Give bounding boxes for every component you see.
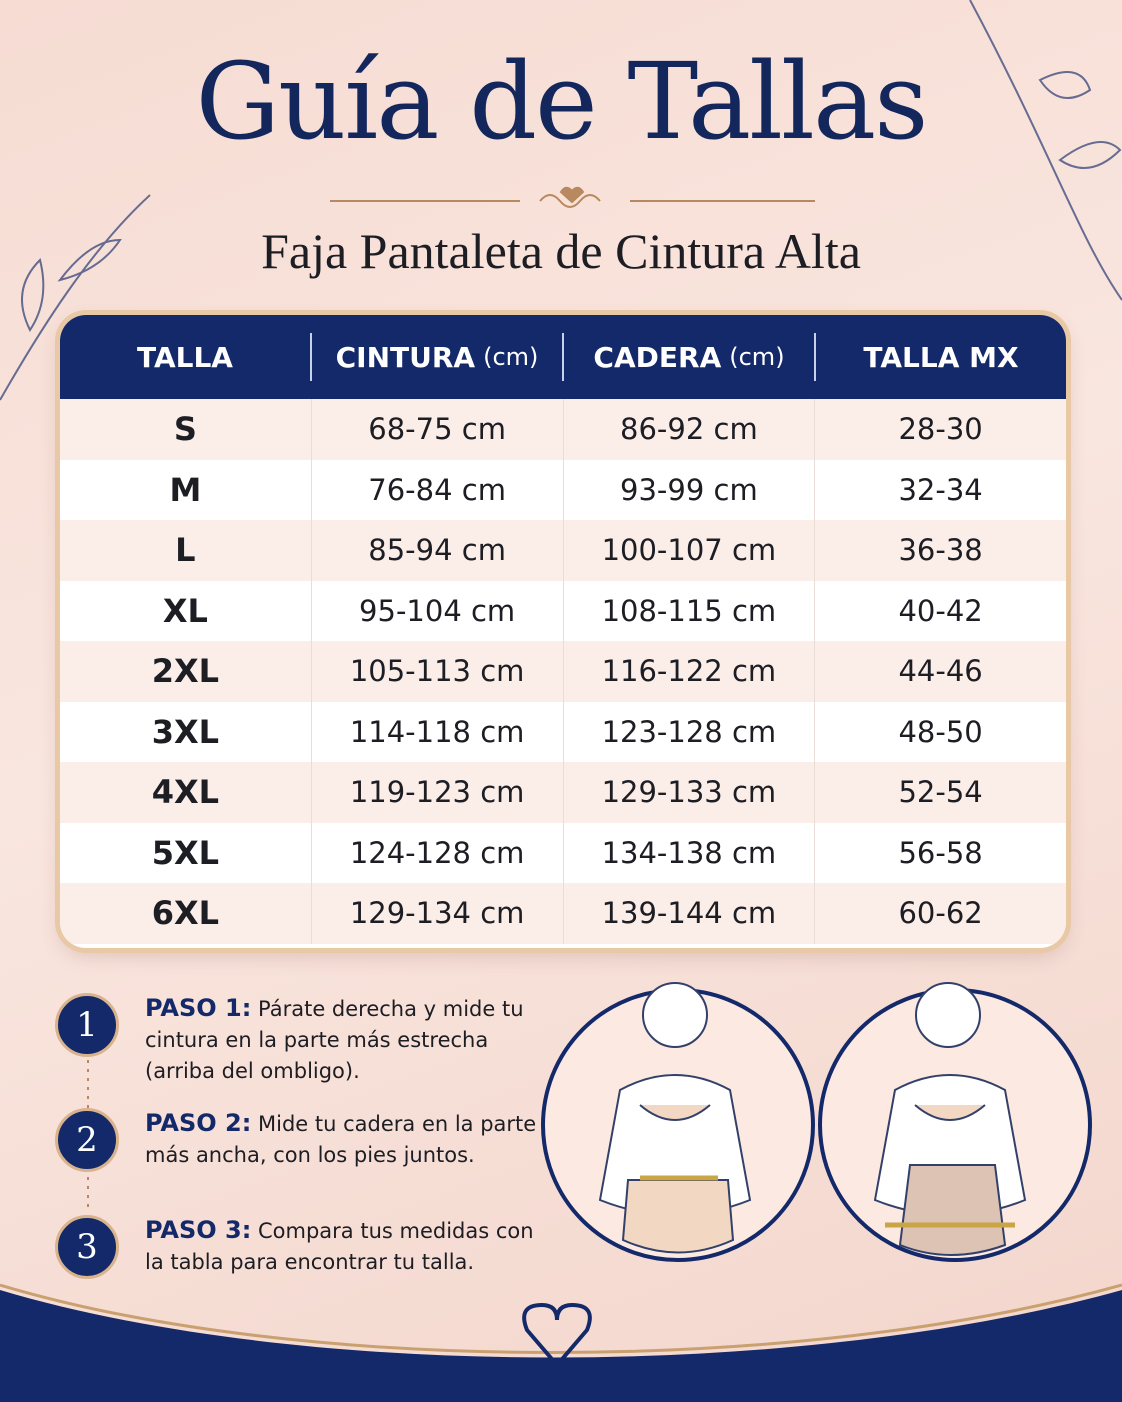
table-row: L 85-94 cm 100-107 cm 36-38 (60, 520, 1066, 581)
header-cell: TALLA (60, 333, 312, 381)
table-cell: 56-58 (898, 835, 983, 870)
table-cell: M (60, 459, 312, 520)
header-cell: CINTURA (cm) (312, 333, 564, 381)
table-cell: 5XL (60, 822, 312, 883)
table-cell: 100-107 cm (564, 520, 816, 581)
table-cell: 93-99 cm (564, 459, 816, 520)
table-row: M 76-84 cm 93-99 cm 32-34 (60, 459, 1066, 520)
table-row: 6XL 129-134 cm 139-144 cm 60-62 (60, 883, 1066, 944)
table-cell: 124-128 cm (312, 822, 564, 883)
table-header: TALLA CINTURA (cm) CADERA (cm) TALLA MX (60, 315, 1066, 399)
step-description: Mide tu cadera en la parte más ancha, co… (145, 1112, 537, 1167)
step-number: 3 (55, 1215, 119, 1279)
table-cell: 52-54 (898, 775, 983, 810)
header-unit: (cm) (729, 343, 785, 371)
table-row: S 68-75 cm 86-92 cm 28-30 (60, 399, 1066, 460)
header-label: TALLA MX (863, 340, 1019, 374)
title: Guía de Tallas (195, 40, 928, 163)
table-cell: 4XL (60, 762, 312, 823)
table-cell: 6XL (60, 883, 312, 944)
step-label: PASO 1: (145, 994, 252, 1022)
step-label: PASO 3: (145, 1216, 252, 1244)
step-text: PASO 2: Mide tu cadera en la parte más a… (145, 1108, 545, 1171)
table-cell: 86-92 cm (564, 399, 816, 460)
table-cell: 123-128 cm (564, 701, 816, 762)
step-text: PASO 1: Párate derecha y mide tu cintura… (145, 993, 545, 1087)
table-cell: 114-118 cm (312, 701, 564, 762)
table-cell: 108-115 cm (564, 580, 816, 641)
table-cell: 105-113 cm (312, 641, 564, 702)
table-cell: S (60, 399, 312, 460)
table-row: 3XL 114-118 cm 123-128 cm 48-50 (60, 701, 1066, 762)
header-label: CINTURA (335, 340, 476, 374)
table-cell: 60-62 (898, 896, 983, 931)
table-cell: 116-122 cm (564, 641, 816, 702)
step-text: PASO 3: Compara tus medidas con la tabla… (145, 1215, 545, 1278)
header-cell: TALLA MX (816, 333, 1066, 381)
step-label: PASO 2: (145, 1109, 252, 1137)
table-cell: 28-30 (898, 412, 983, 447)
table-cell: 36-38 (898, 533, 983, 568)
table-cell: 76-84 cm (312, 459, 564, 520)
table-cell: 3XL (60, 701, 312, 762)
table-cell: 2XL (60, 641, 312, 702)
header-label: CADERA (593, 340, 722, 374)
table-cell: XL (60, 580, 312, 641)
table-cell: 119-123 cm (312, 762, 564, 823)
table-body: S 68-75 cm 86-92 cm 28-30 M 76-84 cm 93-99 cm 3… (60, 399, 1066, 944)
table-cell: L (60, 520, 312, 581)
header-cell: CADERA (cm) (564, 333, 816, 381)
table-cell: 48-50 (898, 714, 983, 749)
subtitle: Faja Pantaleta de Cintura Alta (261, 223, 861, 279)
table-cell: 40-42 (898, 593, 983, 628)
table-row: 5XL 124-128 cm 134-138 cm 56-58 (60, 822, 1066, 883)
step-number: 2 (55, 1108, 119, 1172)
header-unit: (cm) (483, 343, 539, 371)
table-cell: 139-144 cm (564, 883, 816, 944)
table-cell: 32-34 (898, 472, 983, 507)
table-cell: 129-134 cm (312, 883, 564, 944)
table-row: 4XL 119-123 cm 129-133 cm 52-54 (60, 762, 1066, 823)
size-table: TALLA CINTURA (cm) CADERA (cm) TALLA MX S 68-7… (60, 315, 1066, 948)
step-description: Compara tus medidas con la tabla para en… (145, 1219, 534, 1274)
table-row: XL 95-104 cm 108-115 cm 40-42 (60, 580, 1066, 641)
table-cell: 85-94 cm (312, 520, 564, 581)
step-number: 1 (55, 993, 119, 1057)
header-label: TALLA (137, 340, 233, 374)
table-row: 2XL 105-113 cm 116-122 cm 44-46 (60, 641, 1066, 702)
table-cell: 44-46 (898, 654, 983, 689)
table-cell: 68-75 cm (312, 399, 564, 460)
table-cell: 95-104 cm (312, 580, 564, 641)
table-cell: 129-133 cm (564, 762, 816, 823)
step-description: Párate derecha y mide tu cintura en la p… (145, 997, 524, 1083)
table-cell: 134-138 cm (564, 822, 816, 883)
